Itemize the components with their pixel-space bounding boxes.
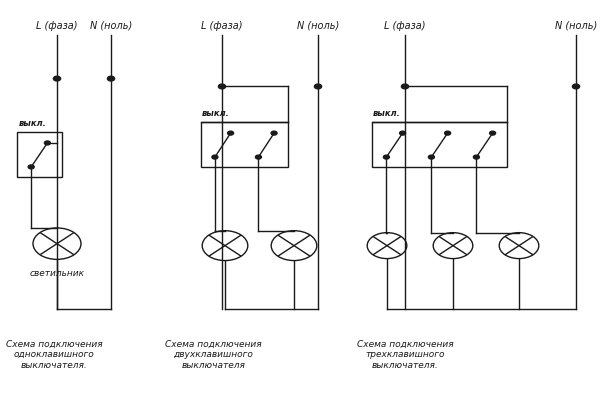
Text: Схема подключения
трехклавишного
выключателя.: Схема подключения трехклавишного выключа…	[357, 340, 454, 370]
Circle shape	[572, 84, 580, 89]
Text: L (фаза): L (фаза)	[201, 21, 243, 31]
Circle shape	[107, 76, 115, 81]
Circle shape	[400, 131, 406, 135]
Circle shape	[401, 84, 409, 89]
Text: N (ноль): N (ноль)	[555, 21, 597, 31]
Text: N (ноль): N (ноль)	[297, 21, 339, 31]
Circle shape	[271, 131, 277, 135]
Bar	[201, 122, 288, 167]
Circle shape	[227, 131, 233, 135]
Circle shape	[383, 155, 389, 159]
Circle shape	[212, 155, 218, 159]
Circle shape	[428, 155, 434, 159]
Bar	[372, 122, 507, 167]
Circle shape	[28, 165, 34, 169]
Circle shape	[44, 141, 50, 145]
Circle shape	[218, 84, 226, 89]
Text: L (фаза): L (фаза)	[384, 21, 426, 31]
Circle shape	[490, 131, 496, 135]
Text: N (ноль): N (ноль)	[90, 21, 132, 31]
Text: светильник: светильник	[29, 269, 85, 278]
Circle shape	[256, 155, 262, 159]
Text: Схема подключения
одноклавишного
выключателя.: Схема подключения одноклавишного выключа…	[6, 340, 103, 370]
Text: Схема подключения
двухклавишного
выключателя: Схема подключения двухклавишного выключа…	[165, 340, 262, 370]
Circle shape	[53, 76, 61, 81]
Bar	[17, 132, 62, 177]
Text: выкл.: выкл.	[373, 109, 401, 118]
Text: выкл.: выкл.	[19, 119, 47, 128]
Circle shape	[445, 131, 451, 135]
Circle shape	[473, 155, 479, 159]
Circle shape	[314, 84, 322, 89]
Text: L (фаза): L (фаза)	[36, 21, 78, 31]
Text: выкл.: выкл.	[202, 109, 230, 118]
